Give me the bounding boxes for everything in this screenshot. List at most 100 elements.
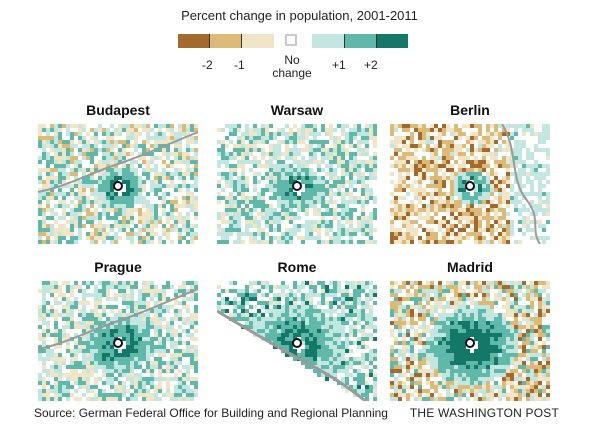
map-district-cell <box>162 281 166 285</box>
map-district-cell <box>190 357 194 361</box>
map-district-cell <box>410 128 414 132</box>
map-district-cell <box>337 240 341 244</box>
map-district-cell <box>170 168 174 172</box>
map-district-cell <box>62 301 66 305</box>
map-district-cell <box>86 216 90 220</box>
map-district-cell <box>190 301 194 305</box>
map-district-cell <box>122 216 126 220</box>
map-district-cell <box>166 228 170 232</box>
map-district-cell <box>522 184 526 188</box>
map-district-cell <box>110 228 114 232</box>
map-district-cell <box>102 192 106 196</box>
map-district-cell <box>146 281 150 285</box>
map-district-cell <box>402 152 406 156</box>
map-district-cell <box>78 321 82 325</box>
map-district-cell <box>102 236 106 240</box>
map-district-cell <box>494 232 498 236</box>
map-district-cell <box>357 285 361 289</box>
map-district-cell <box>166 329 170 333</box>
map-district-cell <box>182 325 186 329</box>
map-district-cell <box>158 156 162 160</box>
map-district-cell <box>78 164 82 168</box>
map-district-cell <box>442 136 446 140</box>
map-district-cell <box>217 132 221 136</box>
map-district-cell <box>114 160 118 164</box>
map-district-cell <box>70 309 74 313</box>
map-district-cell <box>325 236 329 240</box>
map-district-cell <box>506 228 510 232</box>
map-district-cell <box>442 192 446 196</box>
map-district-cell <box>277 200 281 204</box>
map-district-cell <box>510 144 514 148</box>
legend-tick-plus-1 <box>344 34 345 48</box>
map-district-cell <box>194 369 198 373</box>
map-district-cell <box>142 281 146 285</box>
map-district-cell <box>142 369 146 373</box>
map-district-cell <box>269 240 273 244</box>
map-district-cell <box>229 228 233 232</box>
map-district-cell <box>166 365 170 369</box>
map-district-cell <box>281 192 285 196</box>
map-district-cell <box>233 156 237 160</box>
map-district-cell <box>130 204 134 208</box>
map-district-cell <box>166 305 170 309</box>
map-district-cell <box>398 204 402 208</box>
map-district-cell <box>50 393 54 397</box>
map-district-cell <box>70 228 74 232</box>
map-district-cell <box>142 397 146 401</box>
map-district-cell <box>122 309 126 313</box>
map-district-cell <box>361 184 365 188</box>
map-district-cell <box>82 369 86 373</box>
map-district-cell <box>237 136 241 140</box>
map-district-cell <box>118 385 122 389</box>
map-district-cell <box>394 164 398 168</box>
map-district-cell <box>114 200 118 204</box>
map-district-cell <box>126 124 130 128</box>
map-district-cell <box>341 152 345 156</box>
map-district-cell <box>98 192 102 196</box>
map-district-cell <box>353 148 357 152</box>
map-district-cell <box>434 232 438 236</box>
map-district-cell <box>158 228 162 232</box>
map-district-cell <box>361 180 365 184</box>
map-district-cell <box>50 349 54 353</box>
map-district-cell <box>70 305 74 309</box>
map-district-cell <box>337 224 341 228</box>
map-district-cell <box>50 285 54 289</box>
map-district-cell <box>158 140 162 144</box>
map-district-cell <box>110 353 114 357</box>
map-district-cell <box>154 212 158 216</box>
map-district-cell <box>194 309 198 313</box>
map-district-cell <box>297 160 301 164</box>
city-center-marker <box>465 181 475 191</box>
map-district-cell <box>194 333 198 337</box>
map-district-cell <box>158 341 162 345</box>
map-district-cell <box>166 164 170 168</box>
map-district-cell <box>38 164 42 168</box>
map-district-cell <box>514 192 518 196</box>
map-district-cell <box>54 152 58 156</box>
map-district-cell <box>42 285 46 289</box>
map-district-cell <box>186 377 190 381</box>
map-district-cell <box>229 212 233 216</box>
map-district-cell <box>86 164 90 168</box>
map-district-cell <box>58 285 62 289</box>
map-district-cell <box>130 289 134 293</box>
map-district-cell <box>114 281 118 285</box>
map-district-cell <box>54 393 58 397</box>
map-district-cell <box>58 365 62 369</box>
map-district-cell <box>70 389 74 393</box>
map-district-cell <box>506 196 510 200</box>
map-district-cell <box>470 176 474 180</box>
map-district-cell <box>50 176 54 180</box>
map-district-cell <box>182 285 186 289</box>
map-district-cell <box>273 124 277 128</box>
map-district-cell <box>46 152 50 156</box>
map-district-cell <box>225 224 229 228</box>
map-district-cell <box>122 349 126 353</box>
map-district-cell <box>325 212 329 216</box>
map-district-cell <box>406 180 410 184</box>
map-district-cell <box>154 389 158 393</box>
map-district-cell <box>166 389 170 393</box>
map-district-cell <box>134 164 138 168</box>
